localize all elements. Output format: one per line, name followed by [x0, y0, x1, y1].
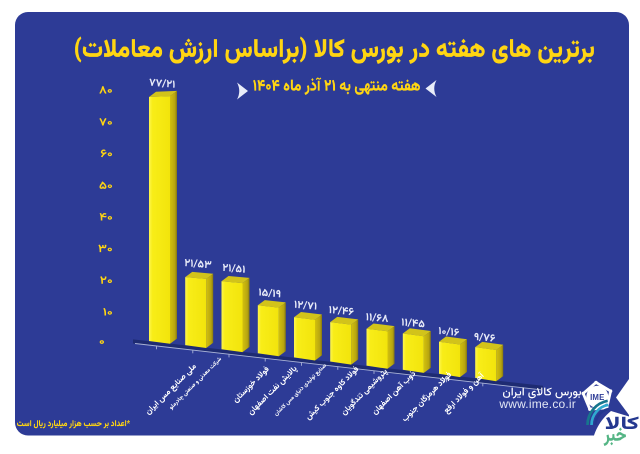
svg-text:IME: IME — [590, 393, 604, 402]
svg-text:www.ime.co.ir: www.ime.co.ir — [498, 397, 576, 411]
